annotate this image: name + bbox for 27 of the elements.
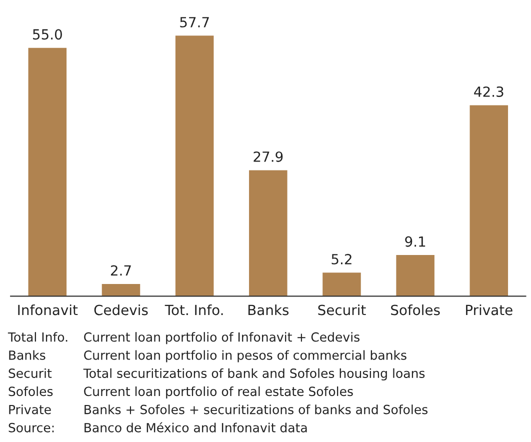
x-tick-label: Infonavit (18, 304, 78, 316)
bar (322, 272, 361, 296)
bar (396, 255, 434, 296)
text: Securit Total securitizations of bank and Sofoles housing loans (8, 368, 425, 380)
x-tick-label: Securit (318, 304, 366, 316)
x-tick-label: Cedevis (94, 304, 148, 316)
data-label: 42.3 (474, 86, 504, 97)
data-label: 9.1 (405, 236, 426, 247)
bar (470, 105, 508, 296)
data-label: 2.7 (110, 265, 131, 276)
data-label: 55.0 (33, 29, 62, 40)
text: Total Info. Current loan portfolio of Infonavit + Cedevis (8, 332, 360, 344)
bar (28, 48, 67, 296)
x-tick-label: Private (466, 304, 512, 316)
bar (249, 170, 288, 296)
bar (175, 36, 214, 296)
x-tick-label: Tot. Info. (164, 304, 223, 316)
data-label: 57.7 (180, 17, 209, 28)
x-tick-label: Banks (248, 304, 289, 316)
text: Private Banks + Sofoles + securitizations of banks and Sofoles (9, 404, 428, 414)
data-label: 27.9 (254, 151, 283, 162)
x-tick-label: Sofoles (391, 304, 440, 316)
text: Source: Banco de México and Infonavit data (8, 422, 307, 432)
bar (102, 284, 140, 296)
text: Sofoles Current loan portfolio of real estate Sofoles (8, 386, 353, 399)
data-label: 5.2 (332, 254, 352, 264)
text: Banks Current loan portfolio in pesos of commercial banks (9, 350, 406, 362)
